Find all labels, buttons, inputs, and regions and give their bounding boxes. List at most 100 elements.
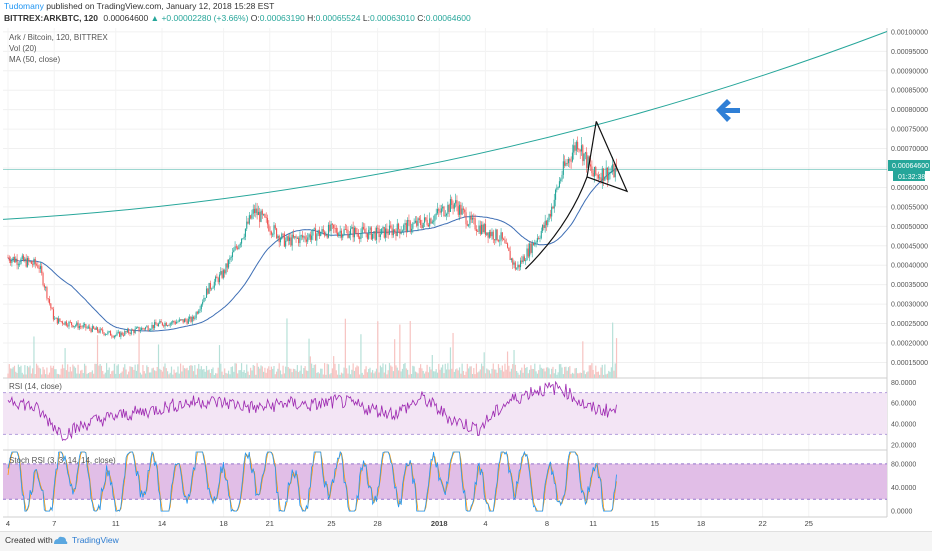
volume-bar [266,368,269,378]
candle-body [151,324,153,330]
volume-bar [595,365,597,378]
arrow-left-icon[interactable] [716,99,740,122]
volume-bar [342,373,344,378]
candle-body [108,331,110,332]
date-tick: 8 [545,519,549,528]
volume-bar [327,364,330,378]
candle-body [85,324,87,329]
volume-bar [313,364,315,378]
volume-bar [539,364,541,378]
triangle-pattern[interactable] [525,121,629,270]
candle-body [407,219,409,233]
candle-body [435,213,437,216]
candle-body [172,321,174,323]
volume-bar [429,366,431,378]
candle-body [178,319,180,322]
chart-svg[interactable]: 0.00100000 0.00095000 0.00090000 0.00085000… [0,0,932,531]
date-tick: 4 [6,519,10,528]
candle-body [221,271,223,278]
candle-body [230,256,232,259]
candle-body [73,326,75,328]
candle-body [86,327,88,329]
candle-body [152,324,154,328]
resistance-curve[interactable] [2,31,888,220]
volume-bar [13,365,16,378]
candle-body [448,204,450,212]
candle-body [115,335,117,337]
candle-body [200,304,202,310]
candle-body [375,227,378,240]
candle-body [298,237,300,244]
candle-body [54,318,56,320]
volume-bar [72,364,74,378]
candle-body [292,234,295,238]
volume-bar [8,364,10,378]
volume-bar [513,350,515,378]
volume-bar [421,368,423,378]
candle-body [39,266,41,269]
volume-bar [340,372,343,378]
candle-body [278,235,280,243]
footer: Created with TradingView [0,531,932,551]
candle-body [80,326,82,327]
volume-bar [156,366,158,378]
volume-bar [157,344,160,378]
volume-bar [404,363,406,378]
volume-bar [506,351,509,378]
volume-bar [326,363,328,378]
volume-bar [526,366,528,378]
author-link[interactable]: Tudomany [4,1,44,11]
candle-body [180,319,182,321]
candle-body [600,177,602,183]
candle-body [436,209,439,214]
volume-bar [52,365,55,378]
candle-body [208,282,210,294]
volume-bar [357,366,359,378]
candle-body [470,215,472,220]
candle-body [33,259,35,265]
candle-body [69,321,71,323]
price-tick: 0.00050000 [891,224,928,231]
candle-body [72,325,74,328]
candle-body [303,236,305,238]
ma-label: MA (50, close) [9,55,60,64]
volume-bar [336,374,339,378]
candle-body [164,322,166,327]
date-tick: 2018 [431,519,448,528]
candle-body [557,187,559,188]
volume-bar [189,365,191,378]
price-tick: 0.00085000 [891,88,928,95]
candle-body [63,323,65,325]
volume-bar [168,374,170,378]
volume-bar [512,364,514,378]
candle-body [286,236,288,241]
volume-bar [207,370,209,378]
volume-bar [292,368,295,378]
candle-body [234,246,236,251]
volume-bar [155,371,157,378]
candle-body [213,281,215,288]
volume-bar [259,368,261,378]
candle-body [536,238,538,242]
candle-body [309,234,311,240]
candle-body [143,328,145,330]
volume-bar [60,368,62,378]
candle-body [295,236,297,239]
candle-body [122,334,125,336]
candle-body [216,276,218,279]
volume-bar [181,371,183,378]
volume-bar [482,366,484,378]
tradingview-brand[interactable]: TradingView [72,535,119,545]
candle-body [290,237,292,246]
volume-bar [334,363,336,378]
close-label: C: [417,13,426,23]
candle-body [15,258,17,263]
date-tick: 15 [651,519,659,528]
volume-bar [111,371,113,378]
volume-bar [540,367,542,378]
candle-body [243,236,245,239]
candle-body [461,208,463,215]
volume-bar [47,374,49,378]
candle-body [32,263,34,265]
candle-body [490,231,492,237]
